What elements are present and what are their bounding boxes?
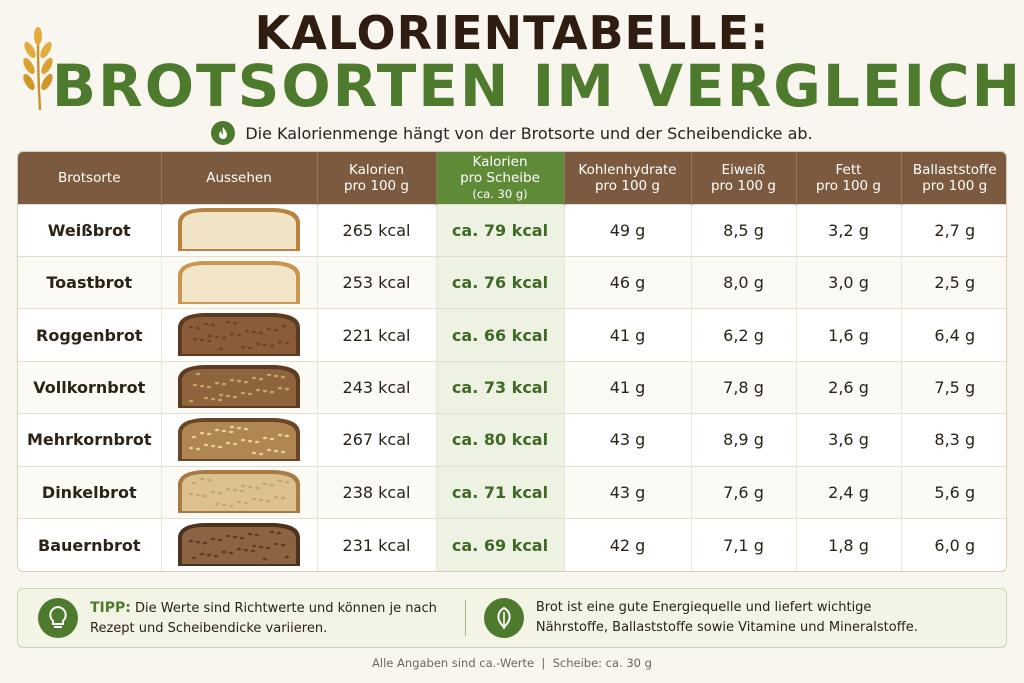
- lightbulb-icon: [38, 598, 78, 638]
- col-header-kohlenhydrate: Kohlenhydrate pro 100 g: [564, 152, 692, 204]
- protein-value: 8,9 g: [691, 413, 797, 467]
- protein-value: 7,1 g: [691, 518, 797, 571]
- table-row: Vollkornbrot 243 kcal ca. 73 kcal 41 g 7,8 …: [18, 360, 1006, 414]
- fat-value: 2,4 g: [796, 465, 902, 519]
- kcal-per-100g: 231 kcal: [317, 518, 437, 571]
- kcal-per-slice: ca. 73 kcal: [436, 360, 565, 414]
- fiber-value: 7,5 g: [901, 360, 1006, 414]
- carbs-value: 43 g: [564, 465, 692, 519]
- kcal-per-100g: 243 kcal: [317, 360, 437, 414]
- table-header-row: Brotsorte Aussehen Kalorien pro 100 g Kal…: [18, 152, 1006, 204]
- carbs-value: 41 g: [564, 308, 692, 362]
- fiber-value: 5,6 g: [901, 465, 1006, 519]
- bread-image: [161, 255, 318, 309]
- spelt-bread-slice-icon: [162, 467, 317, 517]
- bread-name: Dinkelbrot: [18, 465, 162, 519]
- kcal-per-100g: 253 kcal: [317, 255, 437, 309]
- multigrain-bread-slice-icon: [162, 415, 317, 465]
- bread-name: Vollkornbrot: [18, 360, 162, 414]
- leaf-icon: [483, 598, 524, 638]
- fat-value: 3,6 g: [796, 413, 902, 467]
- carbs-value: 41 g: [564, 360, 692, 414]
- carbs-value: 43 g: [564, 413, 692, 467]
- bread-image: [161, 360, 318, 414]
- col-header-brotsorte: Brotsorte: [18, 152, 162, 204]
- bread-name: Bauernbrot: [18, 518, 162, 571]
- fat-value: 2,6 g: [796, 360, 902, 414]
- fiber-value: 2,7 g: [901, 203, 1006, 257]
- bread-image: [161, 308, 318, 362]
- col-header-kalorien-scheibe: Kalorien pro Scheibe (ca. 30 g): [436, 152, 565, 204]
- col-header-eiweiss: Eiweiß pro 100 g: [691, 152, 797, 204]
- wheat-icon: [23, 27, 53, 111]
- kcal-per-100g: 238 kcal: [317, 465, 437, 519]
- fat-value: 3,2 g: [796, 203, 902, 257]
- info-block: Brot ist eine gute Energiequelle und lie…: [483, 598, 918, 638]
- bread-name: Toastbrot: [18, 255, 162, 309]
- kcal-per-slice: ca. 69 kcal: [436, 518, 565, 571]
- fat-value: 3,0 g: [796, 255, 902, 309]
- footer-note: Alle Angaben sind ca.-Werte | Scheibe: c…: [372, 656, 652, 670]
- bread-image: [161, 203, 318, 257]
- kcal-per-slice: ca. 79 kcal: [436, 203, 565, 257]
- bread-image: [161, 518, 318, 571]
- protein-value: 8,5 g: [691, 203, 797, 257]
- table-row: Weißbrot 265 kcal ca. 79 kcal 49 g 8,5 g 3,2…: [18, 203, 1006, 257]
- tips-box: TIPP: Die Werte sind Richtwerte und könn…: [17, 588, 1007, 648]
- tip-text: TIPP: Die Werte sind Richtwerte und könn…: [90, 599, 437, 636]
- kcal-flame-icon: [211, 121, 236, 145]
- bread-name: Weißbrot: [18, 203, 162, 257]
- rye-bread-slice-icon: [162, 310, 317, 360]
- farmhouse-bread-slice-icon: [162, 520, 317, 570]
- bread-image: [161, 465, 318, 519]
- fiber-value: 8,3 g: [901, 413, 1006, 467]
- table-row: Mehrkornbrot 267 kcal ca. 80 kcal 43 g 8,9 …: [18, 413, 1006, 467]
- page-title-secondary: BROTSORTEN IM VERGLEICH: [51, 52, 1023, 120]
- protein-value: 8,0 g: [691, 255, 797, 309]
- fiber-value: 2,5 g: [901, 255, 1006, 309]
- tip-block: TIPP: Die Werte sind Richtwerte und könn…: [18, 598, 437, 639]
- page-title: KALORIENTABELLE:: [254, 6, 770, 60]
- kcal-per-slice: ca. 80 kcal: [436, 413, 565, 467]
- tips-divider: [464, 600, 466, 636]
- col-header-kalorien: Kalorien pro 100 g: [317, 152, 437, 204]
- kcal-per-slice: ca. 66 kcal: [436, 308, 565, 362]
- subtitle-text: Die Kalorienmenge hängt von der Brotsort…: [245, 123, 813, 143]
- subtitle: Die Kalorienmenge hängt von der Brotsort…: [0, 120, 1024, 146]
- kcal-per-100g: 267 kcal: [317, 413, 437, 467]
- col-header-ballaststoffe: Ballaststoffe pro 100 g: [901, 152, 1006, 204]
- kcal-per-slice: ca. 71 kcal: [436, 465, 565, 519]
- carbs-value: 42 g: [564, 518, 692, 571]
- carbs-value: 46 g: [564, 255, 692, 309]
- kcal-per-slice: ca. 76 kcal: [436, 255, 565, 309]
- bread-name: Mehrkornbrot: [18, 413, 162, 467]
- kcal-per-100g: 265 kcal: [317, 203, 437, 257]
- protein-value: 7,8 g: [691, 360, 797, 414]
- bread-name: Roggenbrot: [18, 308, 162, 362]
- table-row: Toastbrot 253 kcal ca. 76 kcal 46 g 8,0 g 3,…: [18, 255, 1006, 309]
- kcal-per-100g: 221 kcal: [317, 308, 437, 362]
- protein-value: 6,2 g: [691, 308, 797, 362]
- wholegrain-bread-slice-icon: [162, 362, 317, 412]
- col-header-aussehen: Aussehen: [161, 152, 318, 204]
- fiber-value: 6,4 g: [901, 308, 1006, 362]
- fat-value: 1,6 g: [796, 308, 902, 362]
- white-bread-slice-icon: [162, 205, 317, 255]
- info-text: Brot ist eine gute Energiequelle und lie…: [535, 600, 918, 635]
- bread-image: [161, 413, 318, 467]
- col-header-fett: Fett pro 100 g: [796, 152, 902, 204]
- protein-value: 7,6 g: [691, 465, 797, 519]
- toast-bread-slice-icon: [162, 258, 317, 308]
- calorie-table: Brotsorte Aussehen Kalorien pro 100 g Kal…: [17, 151, 1007, 572]
- fat-value: 1,8 g: [796, 518, 902, 571]
- fiber-value: 6,0 g: [901, 518, 1006, 571]
- carbs-value: 49 g: [564, 203, 692, 257]
